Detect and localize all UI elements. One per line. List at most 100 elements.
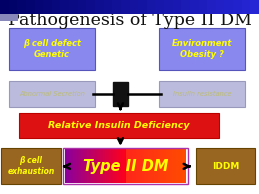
Bar bbox=[164, 149, 166, 183]
Bar bbox=[113, 149, 116, 183]
Text: Environment
Obesity ?: Environment Obesity ? bbox=[172, 39, 232, 59]
FancyBboxPatch shape bbox=[9, 28, 95, 70]
Bar bbox=[104, 0, 112, 14]
Bar bbox=[162, 149, 164, 183]
Bar bbox=[233, 0, 242, 14]
FancyBboxPatch shape bbox=[196, 148, 255, 184]
Bar bbox=[9, 0, 17, 14]
Text: Type II DM: Type II DM bbox=[83, 159, 168, 174]
Bar bbox=[181, 0, 190, 14]
Bar bbox=[158, 149, 160, 183]
Bar bbox=[73, 149, 75, 183]
Bar bbox=[85, 149, 87, 183]
Text: Insulin resistance: Insulin resistance bbox=[173, 91, 231, 97]
Bar bbox=[77, 149, 79, 183]
Text: β cell defect
Genetic: β cell defect Genetic bbox=[23, 39, 81, 59]
Bar bbox=[155, 0, 164, 14]
Bar bbox=[95, 0, 104, 14]
Bar bbox=[105, 149, 107, 183]
Text: Abnormal Secretion: Abnormal Secretion bbox=[19, 91, 85, 97]
Bar bbox=[173, 0, 181, 14]
Bar bbox=[152, 149, 154, 183]
Bar bbox=[138, 0, 147, 14]
FancyBboxPatch shape bbox=[159, 81, 245, 107]
Bar bbox=[132, 149, 134, 183]
Bar bbox=[121, 0, 130, 14]
Bar bbox=[176, 149, 178, 183]
Bar bbox=[91, 149, 93, 183]
Text: Pathogenesis of Type II DM: Pathogenesis of Type II DM bbox=[8, 12, 251, 29]
Bar bbox=[65, 149, 67, 183]
Bar bbox=[71, 149, 73, 183]
Bar bbox=[0, 0, 9, 14]
Bar bbox=[207, 0, 216, 14]
Bar bbox=[103, 149, 105, 183]
Bar bbox=[95, 149, 97, 183]
Bar bbox=[34, 0, 43, 14]
Bar bbox=[130, 149, 132, 183]
Bar bbox=[121, 149, 124, 183]
Bar bbox=[75, 149, 77, 183]
Bar bbox=[87, 149, 89, 183]
Bar bbox=[83, 149, 85, 183]
Bar bbox=[184, 149, 186, 183]
FancyBboxPatch shape bbox=[19, 113, 219, 138]
Bar bbox=[124, 149, 126, 183]
Bar bbox=[150, 149, 152, 183]
Bar bbox=[250, 0, 259, 14]
Bar bbox=[97, 149, 99, 183]
Bar bbox=[26, 0, 34, 14]
Bar bbox=[147, 0, 155, 14]
Bar bbox=[182, 149, 184, 183]
Bar bbox=[225, 0, 233, 14]
Bar bbox=[113, 82, 128, 106]
Bar bbox=[130, 0, 138, 14]
FancyBboxPatch shape bbox=[1, 148, 61, 184]
Bar bbox=[109, 149, 111, 183]
Bar bbox=[60, 0, 69, 14]
Bar bbox=[134, 149, 136, 183]
Bar bbox=[172, 149, 174, 183]
Bar bbox=[120, 149, 121, 183]
Bar bbox=[86, 0, 95, 14]
Bar bbox=[148, 149, 150, 183]
Bar bbox=[146, 149, 148, 183]
Bar bbox=[107, 149, 109, 183]
Bar bbox=[116, 149, 118, 183]
Text: β cell
exhaustion: β cell exhaustion bbox=[8, 156, 55, 176]
Bar bbox=[0, 14, 18, 21]
Bar bbox=[168, 149, 170, 183]
Bar bbox=[43, 0, 52, 14]
Bar bbox=[154, 149, 156, 183]
Bar bbox=[89, 149, 91, 183]
Bar bbox=[144, 149, 146, 183]
Bar bbox=[170, 149, 172, 183]
Bar bbox=[99, 149, 101, 183]
Bar bbox=[174, 149, 176, 183]
Bar bbox=[178, 149, 181, 183]
Bar bbox=[199, 0, 207, 14]
Bar bbox=[216, 0, 225, 14]
Bar bbox=[166, 149, 168, 183]
Bar bbox=[81, 149, 83, 183]
Bar bbox=[67, 149, 69, 183]
Text: IDDM: IDDM bbox=[212, 162, 239, 171]
Bar bbox=[78, 0, 86, 14]
Bar bbox=[101, 149, 103, 183]
Bar bbox=[180, 149, 182, 183]
Bar bbox=[128, 149, 130, 183]
FancyBboxPatch shape bbox=[9, 81, 95, 107]
Text: Relative Insulin Deficiency: Relative Insulin Deficiency bbox=[48, 121, 190, 130]
Bar bbox=[93, 149, 95, 183]
Bar bbox=[160, 149, 162, 183]
Bar bbox=[136, 149, 138, 183]
Bar bbox=[17, 0, 26, 14]
Bar bbox=[52, 0, 60, 14]
Bar bbox=[79, 149, 81, 183]
Bar bbox=[190, 0, 199, 14]
Bar bbox=[142, 149, 144, 183]
Bar bbox=[156, 149, 158, 183]
Bar bbox=[112, 0, 121, 14]
Bar bbox=[164, 0, 173, 14]
Bar bbox=[140, 149, 142, 183]
